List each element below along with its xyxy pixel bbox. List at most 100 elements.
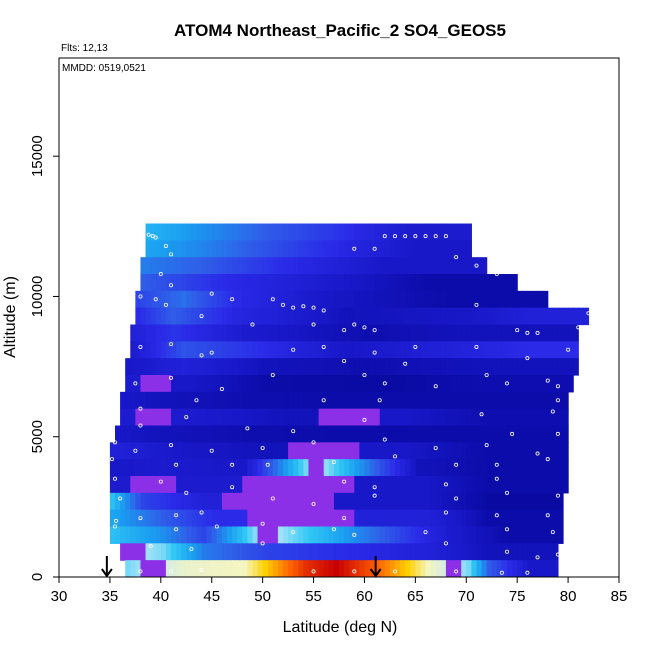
heat-cell-r2 (323, 257, 330, 275)
heat-cell-r8 (237, 358, 243, 376)
heat-cell-r5 (435, 307, 442, 326)
heat-cell-r10 (155, 391, 162, 410)
heat-cell-r13 (288, 442, 294, 460)
sample-point (158, 272, 163, 277)
heat-cell-r0 (354, 223, 360, 241)
heat-cell-r18 (476, 526, 483, 544)
heat-cell-r4 (344, 290, 350, 309)
sample-point (433, 234, 438, 239)
heat-cell-r12 (247, 425, 254, 443)
plot-frame (58, 57, 620, 578)
heat-cell-r13 (109, 442, 116, 460)
heat-cell-r19 (196, 543, 203, 561)
heat-cell-r11 (313, 408, 320, 427)
heat-cell-r4 (232, 290, 238, 309)
heat-cell-r15 (542, 476, 549, 494)
heat-cell-r9 (242, 375, 248, 393)
heat-cell-r13 (201, 442, 208, 460)
heat-cell-r1 (425, 240, 432, 258)
heat-cell-r13 (501, 442, 508, 460)
heat-cell-r8 (456, 358, 462, 376)
heat-cell-r6 (379, 324, 386, 342)
sample-point (504, 527, 509, 532)
heat-cell-r8 (415, 358, 422, 376)
heat-cell-r4 (349, 290, 355, 309)
heat-cell-r8 (160, 358, 167, 376)
heat-cell-r7 (542, 341, 549, 359)
heat-cell-r3 (440, 274, 447, 292)
heat-cell-r19 (283, 543, 289, 561)
heat-cell-r10 (522, 391, 528, 410)
sample-point (148, 544, 153, 549)
heat-cell-r15 (552, 476, 559, 494)
heat-cell-r14 (527, 459, 534, 477)
heat-cell-r8 (527, 358, 534, 376)
heat-cell-r13 (557, 442, 564, 460)
heat-cell-r9 (369, 375, 376, 393)
sample-point (566, 347, 571, 352)
heat-cell-r15 (379, 476, 386, 494)
heat-cell-r16 (400, 492, 406, 511)
heat-cell-r16 (532, 492, 539, 511)
heat-cell-r4 (323, 290, 330, 309)
heat-cell-r20 (451, 560, 457, 577)
heat-cell-r16 (262, 492, 269, 511)
heat-cell-r0 (186, 223, 192, 241)
heat-cell-r15 (120, 476, 126, 494)
heat-cell-r20 (410, 560, 416, 577)
heat-cell-r17 (150, 509, 157, 528)
heat-cell-r14 (415, 459, 422, 477)
heat-cell-r19 (389, 543, 396, 561)
heat-cell-r20 (160, 560, 167, 577)
heat-cell-r12 (522, 425, 528, 443)
heat-cell-r20 (379, 560, 386, 577)
heat-cell-r19 (445, 543, 452, 561)
heat-cell-r12 (369, 425, 376, 443)
heat-cell-r19 (410, 543, 416, 561)
heat-cell-r6 (216, 324, 223, 342)
heat-cell-r13 (125, 442, 131, 460)
heat-cell-r19 (247, 543, 254, 561)
heat-cell-r13 (191, 442, 198, 460)
heat-cell-r14 (522, 459, 528, 477)
heat-cell-r5 (140, 307, 147, 326)
heat-cell-r14 (318, 459, 325, 477)
heat-cell-r12 (507, 425, 513, 443)
heat-cell-r4 (186, 290, 192, 309)
heat-cell-r5 (135, 307, 142, 326)
heat-cell-r4 (221, 290, 228, 309)
heat-cell-r10 (440, 391, 447, 410)
heat-cell-r2 (440, 257, 447, 275)
heat-cell-r9 (191, 375, 198, 393)
heat-cell-r14 (410, 459, 416, 477)
heat-cell-r14 (221, 459, 228, 477)
heat-cell-r20 (466, 560, 472, 577)
heat-cell-r3 (415, 274, 422, 292)
heat-cell-r16 (486, 492, 493, 511)
heat-cell-r12 (496, 425, 503, 443)
heat-cell-r8 (267, 358, 274, 376)
sample-point (280, 302, 285, 307)
sample-point (230, 485, 235, 490)
heat-cell-r5 (384, 307, 391, 326)
heat-cell-r11 (501, 408, 508, 427)
heat-cell-r3 (405, 274, 411, 292)
heat-cell-r19 (308, 543, 315, 561)
heat-cell-r8 (384, 358, 391, 376)
heat-cell-r16 (496, 492, 503, 511)
heat-cell-r18 (288, 526, 294, 544)
sample-point (454, 462, 459, 467)
sample-point (250, 322, 255, 327)
heat-cell-r7 (512, 341, 518, 359)
heat-cell-r6 (445, 324, 452, 342)
heat-cell-r7 (420, 341, 427, 359)
heat-cell-r7 (435, 341, 442, 359)
heat-cell-r2 (196, 257, 203, 275)
heat-cell-r8 (481, 358, 488, 376)
heat-cell-r15 (277, 476, 284, 494)
heat-cell-r7 (445, 341, 452, 359)
heat-cell-r11 (344, 408, 350, 427)
heat-cell-r9 (288, 375, 294, 393)
sample-point (561, 570, 566, 575)
heat-cell-r10 (171, 391, 177, 410)
